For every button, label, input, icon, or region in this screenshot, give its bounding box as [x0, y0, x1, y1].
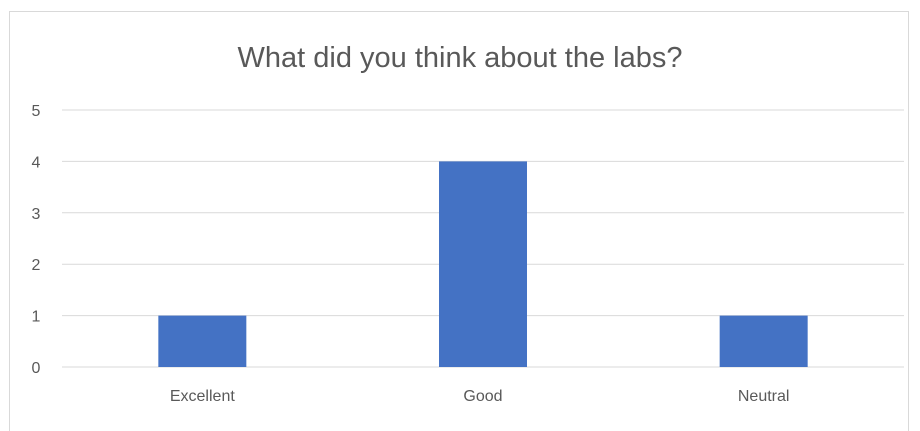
bar-excellent: [158, 315, 247, 367]
y-tick-label: 2: [32, 257, 41, 274]
y-tick-label: 0: [32, 360, 41, 377]
y-tick-label: 4: [32, 154, 41, 171]
y-axis-tick-labels: 0 1 2 3 4 5: [32, 103, 41, 377]
y-tick-label: 1: [32, 309, 41, 326]
bar-good: [439, 161, 527, 367]
y-tick-label: 3: [32, 206, 41, 223]
bars: [158, 161, 808, 367]
bar-neutral: [719, 315, 808, 367]
x-axis-tick-labels: Excellent Good Neutral: [170, 388, 790, 405]
x-tick-label: Neutral: [738, 388, 790, 405]
y-tick-label: 5: [32, 103, 41, 120]
x-tick-label: Good: [463, 388, 502, 405]
x-tick-label: Excellent: [170, 388, 235, 405]
chart-title: What did you think about the labs?: [237, 42, 683, 74]
bar-chart: 0 1 2 3 4 5 Excellent Good Neutral: [32, 103, 904, 405]
